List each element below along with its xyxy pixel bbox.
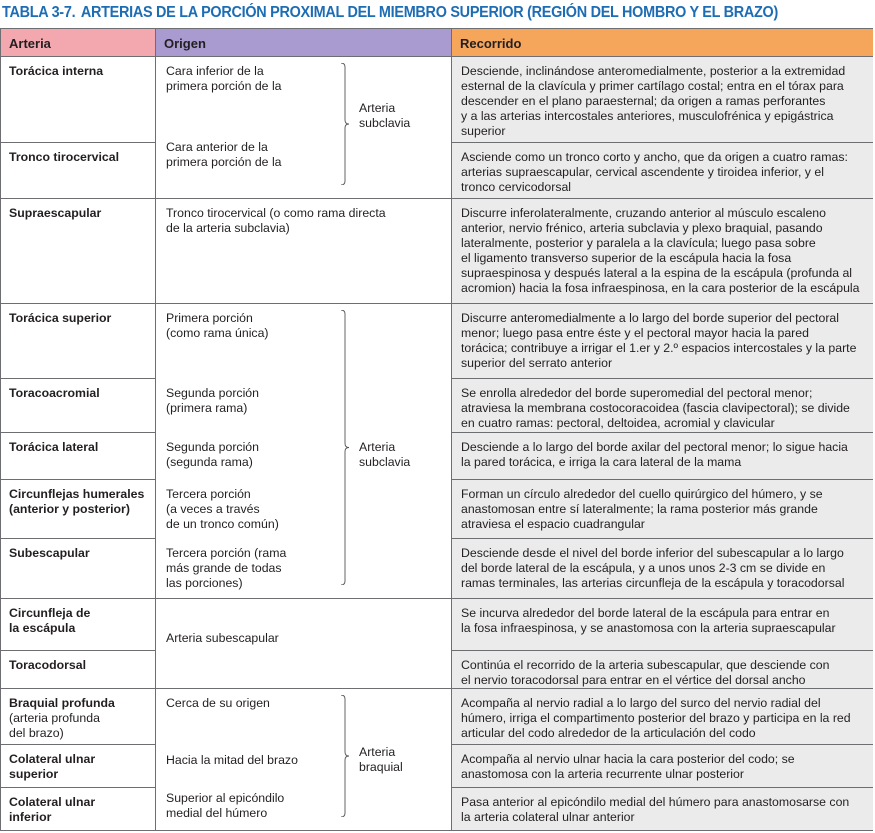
recorrido-cell: Acompaña al nervio radial a lo largo del… [452, 689, 873, 745]
arteria-cell: Colateral ulnar inferior [1, 788, 156, 831]
origen-cell: Cara inferior de la primera porción de l… [156, 57, 452, 199]
recorrido-cell: Forman un círculo alrededor del cuello q… [452, 480, 873, 539]
brace-icon [340, 310, 350, 585]
table-number: TABLA 3-7. [2, 4, 76, 21]
arteria-cell: Tronco tirocervical [1, 143, 156, 199]
origen-cell: Cerca de su origen Hacia la mitad del bra… [156, 689, 452, 831]
arteria-cell: Subescapular [1, 539, 156, 599]
recorrido-cell: Se incurva alrededor del borde lateral d… [452, 599, 873, 651]
arteria-cell: Braquial profunda (arteria profunda del … [1, 689, 156, 745]
brace-icon [340, 695, 350, 817]
origen-text: Primera porción (como rama única) [166, 311, 269, 340]
recorrido-cell: Continúa el recorrido de la arteria sube… [452, 651, 873, 689]
table-title-text: ARTERIAS DE LA PORCIÓN PROXIMAL DEL MIEM… [80, 4, 778, 21]
arteria-cell: Torácica lateral [1, 433, 156, 480]
arteria-name: Torácica superior [9, 311, 112, 325]
recorrido-cell: Acompaña al nervio ulnar hacia la cara p… [452, 745, 873, 788]
arteria-cell: Torácica interna [1, 57, 156, 143]
origen-cell: Tronco tirocervical (o como rama directa… [156, 199, 452, 304]
header-recorrido: Recorrido [452, 29, 873, 57]
arteria-cell: Circunfleja de la escápula [1, 599, 156, 651]
arteria-name: Toracodorsal [9, 658, 86, 672]
brace-path [340, 310, 350, 585]
header-arteria: Arteria [1, 29, 156, 57]
origen-cell: Arteria subescapular [156, 599, 452, 689]
recorrido-cell: Discurre inferolateralmente, cruzando an… [452, 199, 873, 304]
arteria-name: Toracoacromial [9, 386, 100, 400]
table-title: TABLA 3-7. ARTERIAS DE LA PORCIÓN PROXIMA… [2, 4, 778, 22]
origen-cell: Primera porción (como rama única) Segunda… [156, 304, 452, 599]
recorrido-cell: Desciende a lo largo del borde axilar de… [452, 433, 873, 480]
origen-text: Segunda porción (segunda rama) [166, 440, 259, 469]
origen-text: Hacia la mitad del brazo [166, 753, 298, 767]
brace-path [340, 63, 350, 185]
origen-text: Tercera porción (rama más grande de toda… [166, 546, 287, 590]
arteria-name: Circunflejas humerales (anterior y poste… [9, 487, 145, 516]
recorrido-cell: Se enrolla alrededor del borde superomed… [452, 379, 873, 433]
brace-icon [340, 63, 350, 185]
arteries-table: Arteria Origen Recorrido Torácica intern… [0, 28, 873, 831]
arteria-cell: Torácica superior [1, 304, 156, 379]
origen-text: Segunda porción (primera rama) [166, 386, 259, 415]
arteria-name: Torácica lateral [9, 440, 99, 454]
origen-text: Cara inferior de la primera porción de l… [166, 64, 282, 93]
origen-text: Tercera porción (a veces a través de un … [166, 487, 279, 531]
arteria-name: Tronco tirocervical [9, 150, 120, 164]
recorrido-cell: Desciende desde el nivel del borde infer… [452, 539, 873, 599]
arteria-cell: Circunflejas humerales (anterior y poste… [1, 480, 156, 539]
origen-group-label: Arteria subclavia [359, 101, 411, 130]
arteria-subname: (arteria profunda del brazo) [9, 711, 100, 740]
origen-text: Superior al epicóndilo medial del húmero [166, 791, 285, 820]
origen-group-label: Arteria braquial [359, 745, 403, 774]
origen-text: Cara anterior de la primera porción de l… [166, 140, 282, 169]
arteria-name: Torácica interna [9, 64, 104, 78]
recorrido-cell: Desciende, inclinándose anteromedialment… [452, 57, 873, 143]
arteria-name: Subescapular [9, 546, 90, 560]
arteria-cell: Toracoacromial [1, 379, 156, 433]
origen-text: Cerca de su origen [166, 696, 270, 710]
recorrido-cell: Discurre anteromedialmente a lo largo de… [452, 304, 873, 379]
arteria-name: Braquial profunda [9, 696, 115, 710]
arteria-name: Colateral ulnar superior [9, 752, 96, 781]
recorrido-cell: Asciende como un tronco corto y ancho, q… [452, 143, 873, 199]
arteria-name: Supraescapular [9, 206, 102, 220]
arteria-name: Circunfleja de la escápula [9, 606, 91, 635]
arteria-cell: Toracodorsal [1, 651, 156, 689]
header-origen: Origen [156, 29, 452, 57]
arteria-cell: Colateral ulnar superior [1, 745, 156, 788]
recorrido-cell: Pasa anterior al epicóndilo medial del h… [452, 788, 873, 831]
origen-group-label: Arteria subclavia [359, 440, 411, 469]
arteria-cell: Supraescapular [1, 199, 156, 304]
origen-text: Tronco tirocervical (o como rama directa… [166, 206, 386, 235]
origen-text: Arteria subescapular [166, 631, 279, 645]
brace-path [340, 695, 350, 817]
arteria-name: Colateral ulnar inferior [9, 795, 96, 824]
